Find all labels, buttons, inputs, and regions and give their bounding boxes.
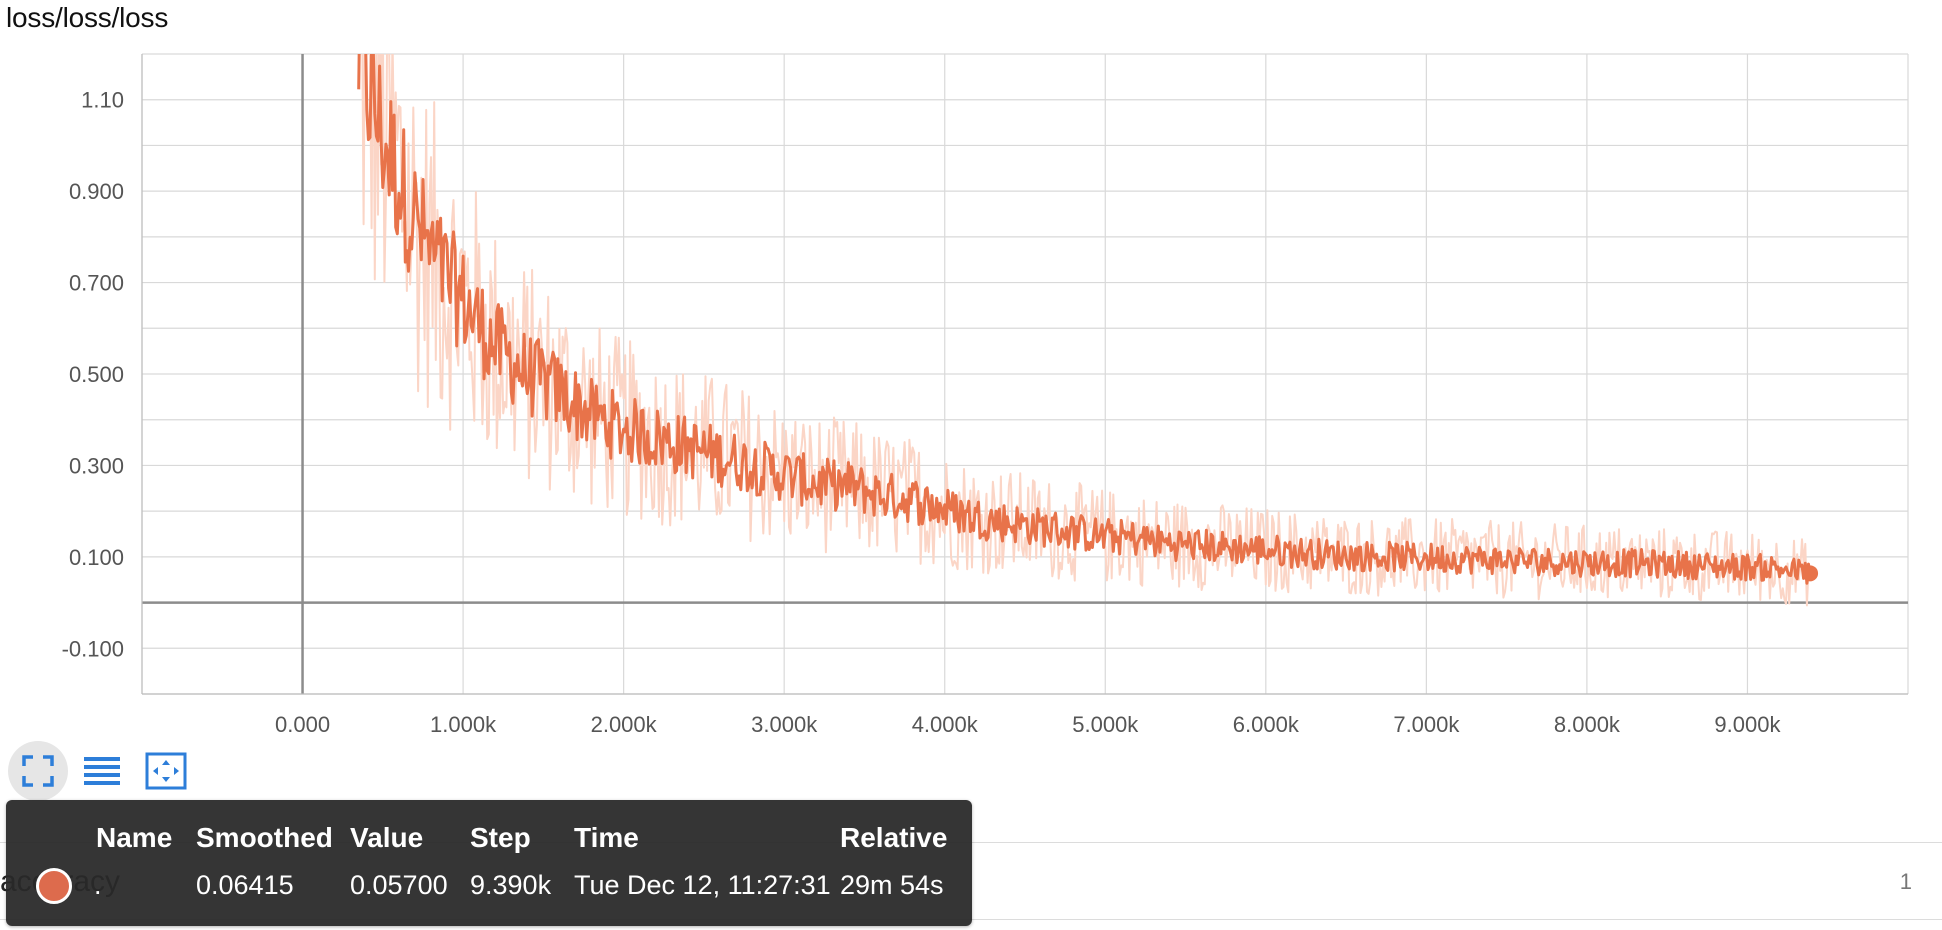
tooltip: Name Smoothed Value Step Time Relative .… bbox=[6, 800, 972, 926]
x-tick-label: 3.000k bbox=[751, 712, 818, 737]
tooltip-row-smoothed: 0.06415 bbox=[196, 870, 294, 900]
x-tick-label: 1.000k bbox=[430, 712, 497, 737]
tooltip-header-name: Name bbox=[96, 822, 173, 853]
x-tick-label: 7.000k bbox=[1393, 712, 1460, 737]
y-tick-label: 0.700 bbox=[69, 271, 124, 296]
y-tick-label: 0.100 bbox=[69, 545, 124, 570]
x-tick-label: 5.000k bbox=[1072, 712, 1139, 737]
x-tick-label: 9.000k bbox=[1714, 712, 1781, 737]
y-tick-label: 0.500 bbox=[69, 362, 124, 387]
smoothed-series bbox=[357, 54, 1819, 585]
fit-domain-icon bbox=[145, 752, 187, 790]
data-table-icon bbox=[84, 757, 120, 785]
tooltip-row-time: Tue Dec 12, 11:27:31 bbox=[574, 870, 831, 900]
loss-chart[interactable]: 0.000 1.000k 2.000k 3.000k 4.000k 5.000k 6.000… bbox=[0, 0, 1942, 740]
x-tick-label: 8.000k bbox=[1554, 712, 1621, 737]
expand-chart-button[interactable] bbox=[8, 741, 68, 801]
x-tick-label: 0.000 bbox=[275, 712, 330, 737]
tooltip-row-relative: 29m 54s bbox=[840, 870, 944, 900]
tooltip-row-name: . bbox=[94, 870, 102, 900]
raw-series bbox=[361, 54, 1811, 607]
chart-title: loss/loss/loss bbox=[6, 2, 169, 33]
tooltip-header-smoothed: Smoothed bbox=[196, 822, 333, 853]
tooltip-row-step: 9.390k bbox=[470, 870, 552, 900]
y-tick-label: 1.10 bbox=[81, 88, 124, 113]
fit-domain-button[interactable] bbox=[136, 741, 196, 801]
raw-series-line bbox=[361, 54, 1811, 607]
tooltip-header-relative: Relative bbox=[840, 822, 948, 853]
next-card-count: 1 bbox=[1899, 869, 1912, 894]
smoothed-series-line bbox=[357, 54, 1812, 585]
expand-icon bbox=[22, 755, 54, 787]
tooltip-header-value: Value bbox=[350, 822, 424, 853]
x-tick-label: 6.000k bbox=[1233, 712, 1300, 737]
y-tick-label: 0.900 bbox=[69, 179, 124, 204]
tooltip-header-step: Step bbox=[470, 822, 531, 853]
series-endpoint-marker bbox=[1802, 565, 1819, 582]
x-tick-label: 4.000k bbox=[912, 712, 979, 737]
tooltip-header-time: Time bbox=[574, 822, 639, 853]
x-tick-label: 2.000k bbox=[591, 712, 658, 737]
toggle-data-table-button[interactable] bbox=[72, 741, 132, 801]
tooltip-row-value: 0.05700 bbox=[350, 870, 448, 900]
tick-labels: 0.000 1.000k 2.000k 3.000k 4.000k 5.000k 6.000… bbox=[62, 88, 1782, 737]
y-tick-label: 0.300 bbox=[69, 453, 124, 478]
y-tick-label: -0.100 bbox=[62, 636, 124, 661]
series-color-swatch bbox=[36, 868, 72, 904]
chart-axes bbox=[141, 54, 1908, 695]
chart-grid bbox=[141, 53, 1909, 695]
